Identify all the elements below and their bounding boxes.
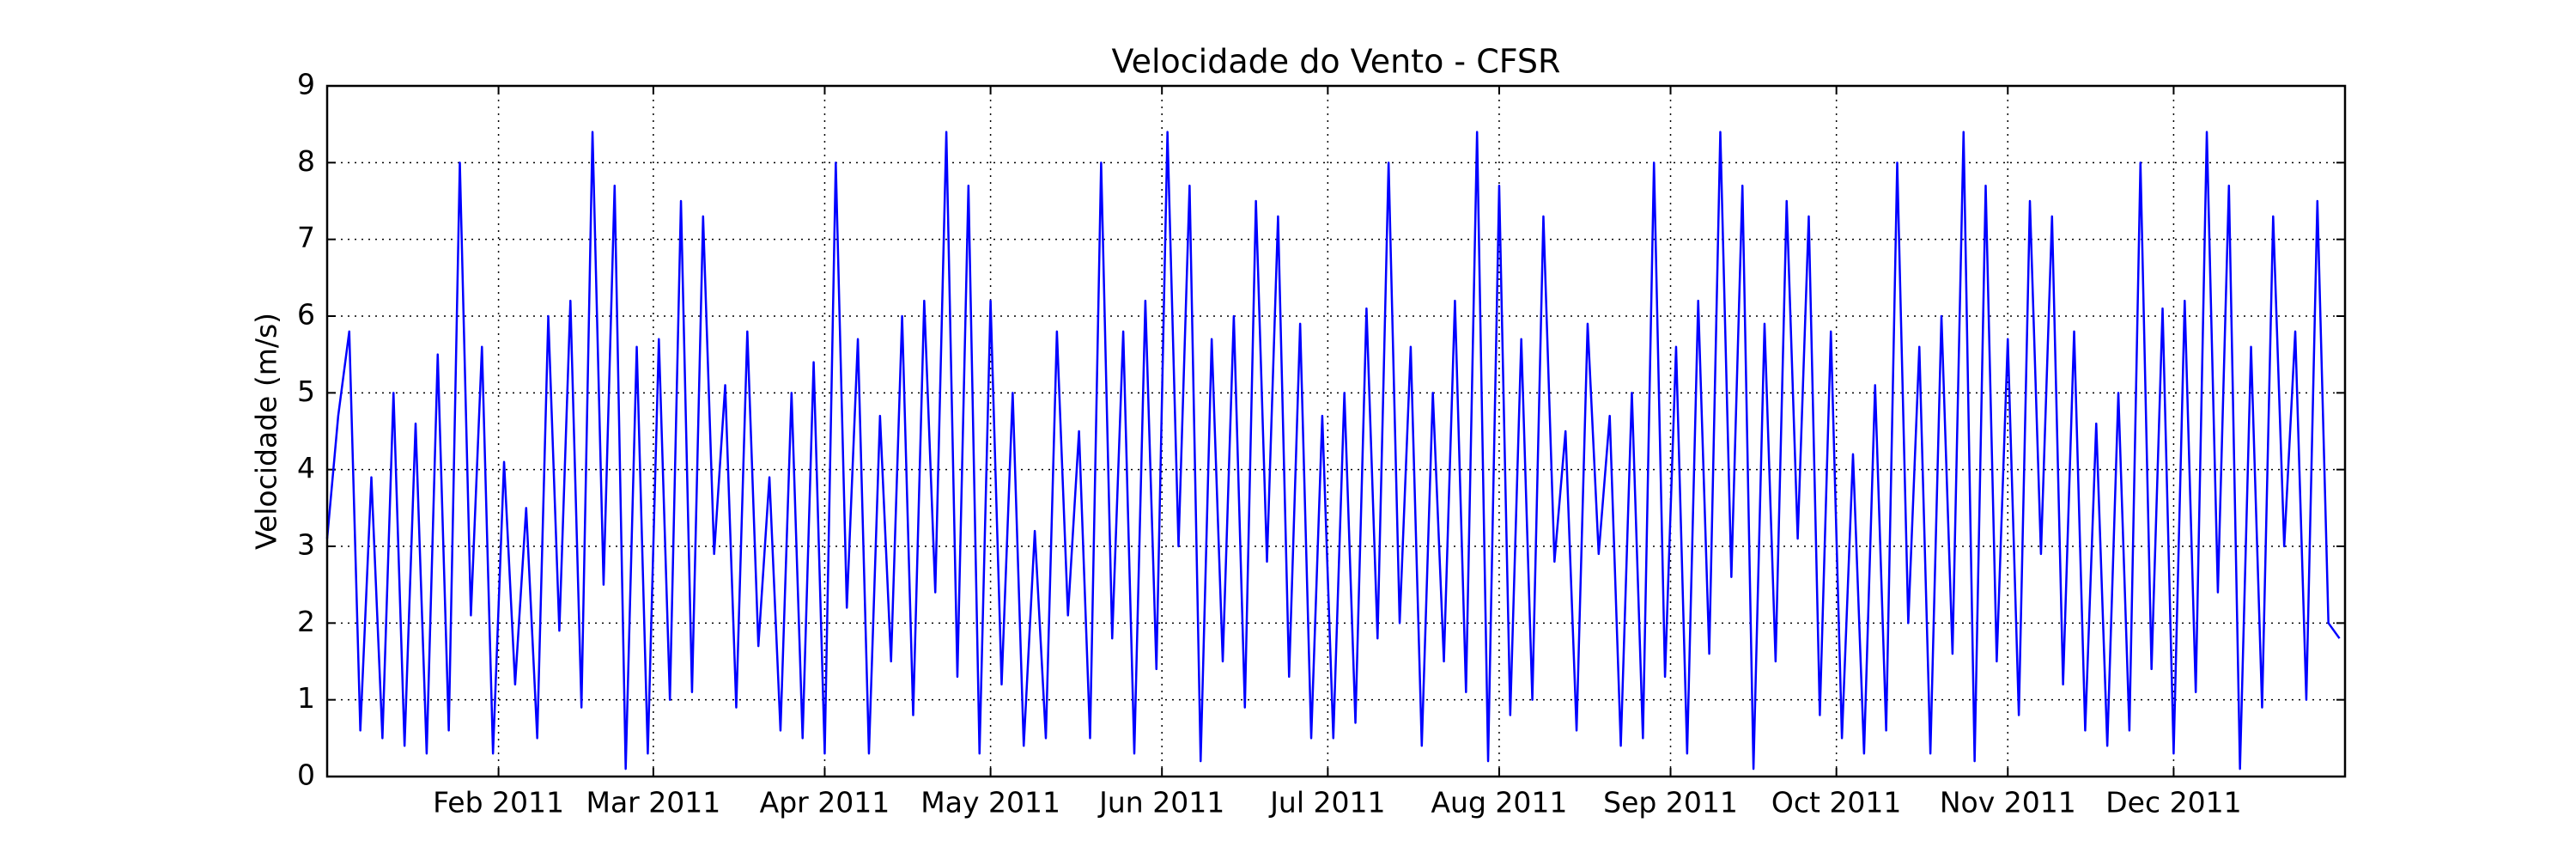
x-tick-label: Jun 2011	[1097, 786, 1224, 819]
chart-title: Velocidade do Vento - CFSR	[1112, 43, 1561, 81]
x-tick-label: May 2011	[920, 786, 1060, 819]
x-tick-label: Oct 2011	[1771, 786, 1902, 819]
plot-frame	[325, 84, 2347, 778]
y-axis-label: Velocidade (m/s)	[250, 313, 283, 550]
y-tick-label: 2	[297, 605, 315, 638]
plot-area: 0 1 2 3 4 5 6 7 8 9 Feb 2011 Mar 2011 Apr 2011 May 20…	[297, 68, 2345, 819]
x-tick-label: Nov 2011	[1940, 786, 2076, 819]
y-tick-label: 3	[297, 528, 315, 562]
y-tick-label: 5	[297, 375, 315, 408]
y-tick-label: 4	[297, 451, 315, 484]
x-tick-label: Mar 2011	[586, 786, 720, 819]
x-tick-label: Feb 2011	[433, 786, 564, 819]
y-tick-label: 8	[297, 144, 315, 178]
x-tick-label: Dec 2011	[2105, 786, 2241, 819]
y-tick-label: 6	[297, 298, 315, 332]
y-tick-label: 9	[297, 68, 315, 101]
x-tick-label: Apr 2011	[760, 786, 890, 819]
y-tick-label: 1	[297, 681, 315, 715]
series-line	[325, 131, 2341, 771]
y-tick-label: 0	[297, 758, 315, 792]
x-tick-label: Jul 2011	[1268, 786, 1385, 819]
x-tick-label: Sep 2011	[1603, 786, 1738, 819]
x-tick-label: Aug 2011	[1431, 786, 1567, 819]
y-tick-label: 7	[297, 221, 315, 254]
